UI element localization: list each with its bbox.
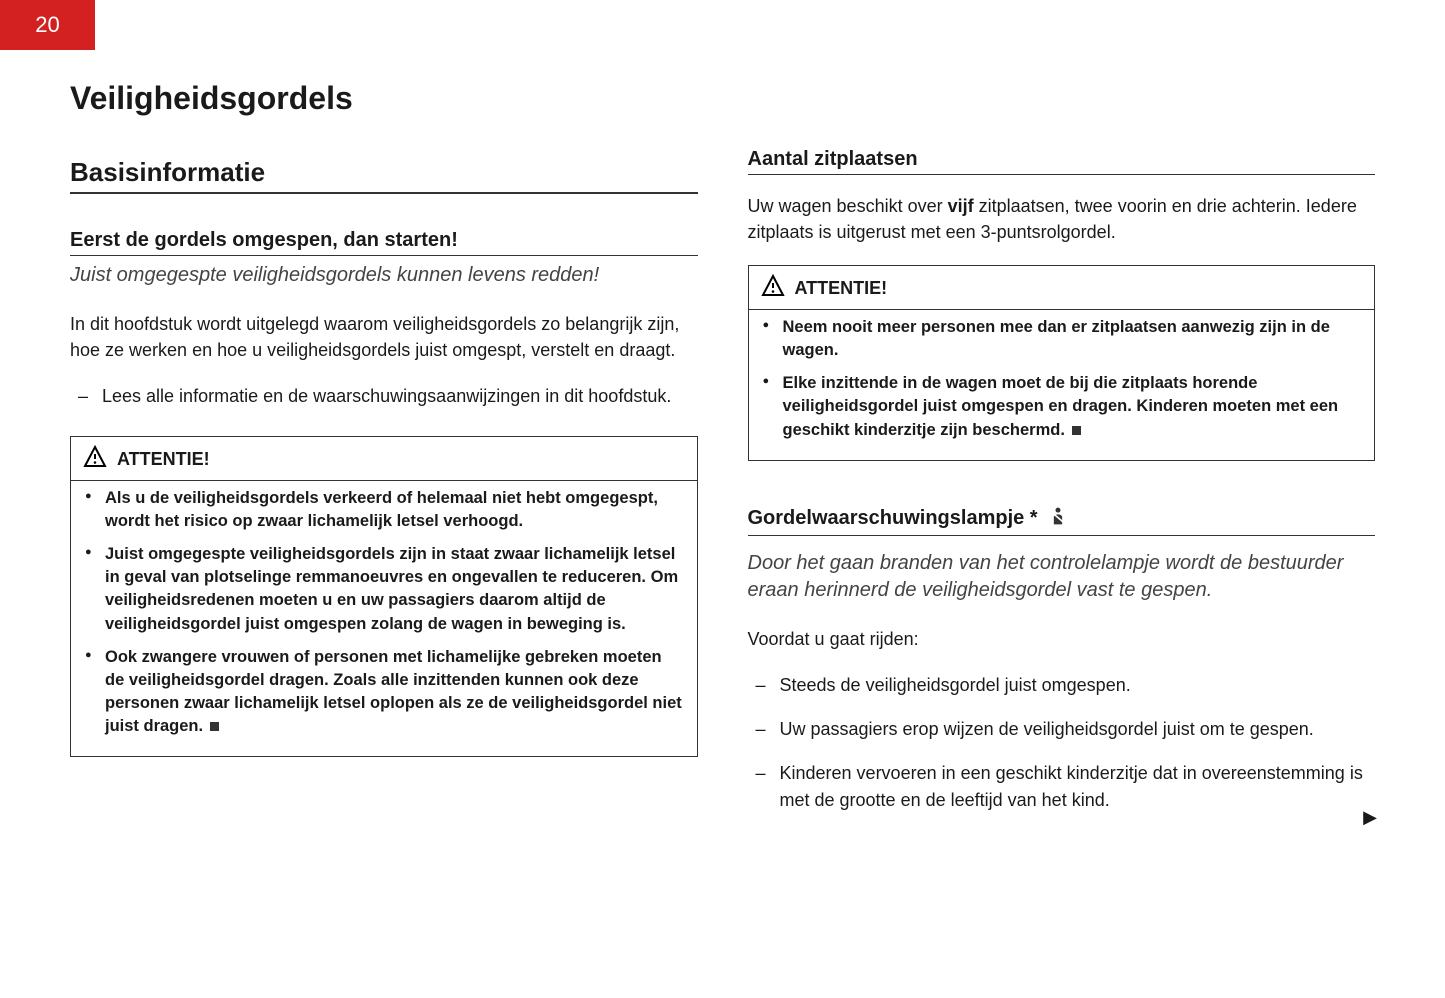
subsection-title: Eerst de gordels omgespen, dan starten! bbox=[70, 229, 698, 256]
warning-icon bbox=[83, 445, 107, 474]
end-square-icon bbox=[210, 722, 219, 731]
attention-item: Ook zwangere vrouwen of personen met lic… bbox=[83, 646, 685, 738]
continue-arrow-icon: ▶ bbox=[1363, 807, 1377, 828]
subsection-title: Gordelwaarschuwingslampje * bbox=[748, 506, 1376, 536]
attention-item: Elke inzittende in de wagen moet de bij … bbox=[761, 372, 1363, 441]
page-content: Veiligheidsgordels Basisinformatie Eerst… bbox=[70, 80, 1375, 831]
attention-item: Juist omgegespte veiligheidsgordels zijn… bbox=[83, 543, 685, 635]
warning-icon bbox=[761, 274, 785, 303]
instruction-list: Lees alle informatie en de waarschuwings… bbox=[70, 383, 698, 411]
right-column: Aantal zitplaatsen Uw wagen beschikt ove… bbox=[748, 80, 1376, 831]
attention-body: Neem nooit meer personen mee dan er zitp… bbox=[749, 310, 1375, 459]
page-number: 20 bbox=[35, 12, 59, 38]
attention-body: Als u de veiligheidsgordels verkeerd of … bbox=[71, 481, 697, 756]
section-title: Basisinformatie bbox=[70, 157, 698, 194]
subsection-subtitle: Juist omgegespte veiligheidsgordels kunn… bbox=[70, 262, 698, 289]
attention-header: ATTENTIE! bbox=[749, 266, 1375, 309]
end-square-icon bbox=[1072, 426, 1081, 435]
list-item: Steeds de veiligheidsgordel juist omgesp… bbox=[748, 672, 1376, 700]
attention-header: ATTENTIE! bbox=[71, 437, 697, 480]
chapter-title: Veiligheidsgordels bbox=[70, 80, 698, 117]
subsection-subtitle: Door het gaan branden van het controlela… bbox=[748, 550, 1376, 604]
attention-title: ATTENTIE! bbox=[795, 278, 888, 299]
seats-paragraph: Uw wagen beschikt over vijf zitplaatsen,… bbox=[748, 193, 1376, 245]
list-item: Uw passagiers erop wijzen de veiligheids… bbox=[748, 716, 1376, 744]
attention-title: ATTENTIE! bbox=[117, 449, 210, 470]
attention-item: Als u de veiligheidsgordels verkeerd of … bbox=[83, 487, 685, 533]
intro-paragraph: In dit hoofdstuk wordt uitgelegd waarom … bbox=[70, 311, 698, 363]
attention-box: ATTENTIE! Neem nooit meer personen mee d… bbox=[748, 265, 1376, 460]
attention-box: ATTENTIE! Als u de veiligheidsgordels ve… bbox=[70, 436, 698, 757]
pre-list-text: Voordat u gaat rijden: bbox=[748, 626, 1376, 652]
list-item: Lees alle informatie en de waarschuwings… bbox=[70, 383, 698, 411]
left-column: Veiligheidsgordels Basisinformatie Eerst… bbox=[70, 80, 698, 831]
page-number-tab: 20 bbox=[0, 0, 95, 50]
list-item: Kinderen vervoeren in een geschikt kinde… bbox=[748, 760, 1376, 816]
seatbelt-person-icon bbox=[1048, 506, 1068, 532]
attention-item: Neem nooit meer personen mee dan er zitp… bbox=[761, 316, 1363, 362]
instruction-list: Steeds de veiligheidsgordel juist omgesp… bbox=[748, 672, 1376, 816]
subsection-title: Aantal zitplaatsen bbox=[748, 148, 1376, 175]
